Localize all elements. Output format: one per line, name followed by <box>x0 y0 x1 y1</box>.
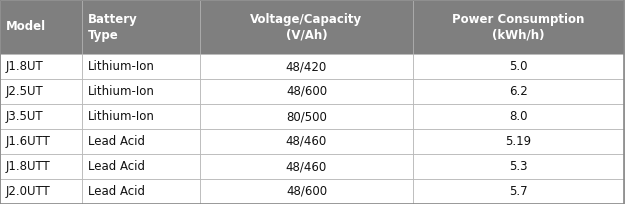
Text: J1.8UTT: J1.8UTT <box>6 160 51 173</box>
Text: Lithium-Ion: Lithium-Ion <box>88 85 155 98</box>
Text: Lead Acid: Lead Acid <box>88 185 145 198</box>
Bar <box>82 0 200 54</box>
Text: Model: Model <box>6 20 46 33</box>
Bar <box>82 104 200 129</box>
Bar <box>413 129 624 154</box>
Bar <box>413 154 624 179</box>
Text: Lithium-Ion: Lithium-Ion <box>88 110 155 123</box>
Text: 48/600: 48/600 <box>286 185 327 198</box>
Bar <box>82 154 200 179</box>
Bar <box>200 0 413 54</box>
Text: 5.3: 5.3 <box>509 160 528 173</box>
Text: 6.2: 6.2 <box>509 85 528 98</box>
Bar <box>0 129 82 154</box>
Bar <box>200 104 413 129</box>
Bar <box>0 104 82 129</box>
Bar <box>82 129 200 154</box>
Text: Lead Acid: Lead Acid <box>88 160 145 173</box>
Text: 48/460: 48/460 <box>286 160 327 173</box>
Text: 8.0: 8.0 <box>509 110 528 123</box>
Bar <box>82 179 200 204</box>
Text: Lithium-Ion: Lithium-Ion <box>88 60 155 73</box>
Text: Voltage/Capacity
(V/Ah): Voltage/Capacity (V/Ah) <box>250 12 362 41</box>
Text: J3.5UT: J3.5UT <box>6 110 44 123</box>
Bar <box>413 104 624 129</box>
Text: J1.8UT: J1.8UT <box>6 60 44 73</box>
Text: 5.7: 5.7 <box>509 185 528 198</box>
Bar <box>413 0 624 54</box>
Bar <box>200 154 413 179</box>
Bar <box>0 54 82 79</box>
Text: 5.19: 5.19 <box>505 135 532 148</box>
Bar <box>0 179 82 204</box>
Bar <box>200 129 413 154</box>
Text: 48/600: 48/600 <box>286 85 327 98</box>
Text: J2.0UTT: J2.0UTT <box>6 185 51 198</box>
Bar <box>82 54 200 79</box>
Bar <box>0 79 82 104</box>
Bar <box>413 179 624 204</box>
Bar <box>0 154 82 179</box>
Text: J2.5UT: J2.5UT <box>6 85 44 98</box>
Bar <box>413 79 624 104</box>
Text: 5.0: 5.0 <box>509 60 528 73</box>
Text: 80/500: 80/500 <box>286 110 327 123</box>
Text: Battery
Type: Battery Type <box>88 12 138 41</box>
Text: Lead Acid: Lead Acid <box>88 135 145 148</box>
Text: 48/420: 48/420 <box>286 60 327 73</box>
Bar <box>0 0 82 54</box>
Bar <box>200 54 413 79</box>
Text: Power Consumption
(kWh/h): Power Consumption (kWh/h) <box>452 12 585 41</box>
Bar <box>82 79 200 104</box>
Text: 48/460: 48/460 <box>286 135 327 148</box>
Text: J1.6UTT: J1.6UTT <box>6 135 51 148</box>
Bar <box>200 179 413 204</box>
Bar <box>200 79 413 104</box>
Bar <box>413 54 624 79</box>
